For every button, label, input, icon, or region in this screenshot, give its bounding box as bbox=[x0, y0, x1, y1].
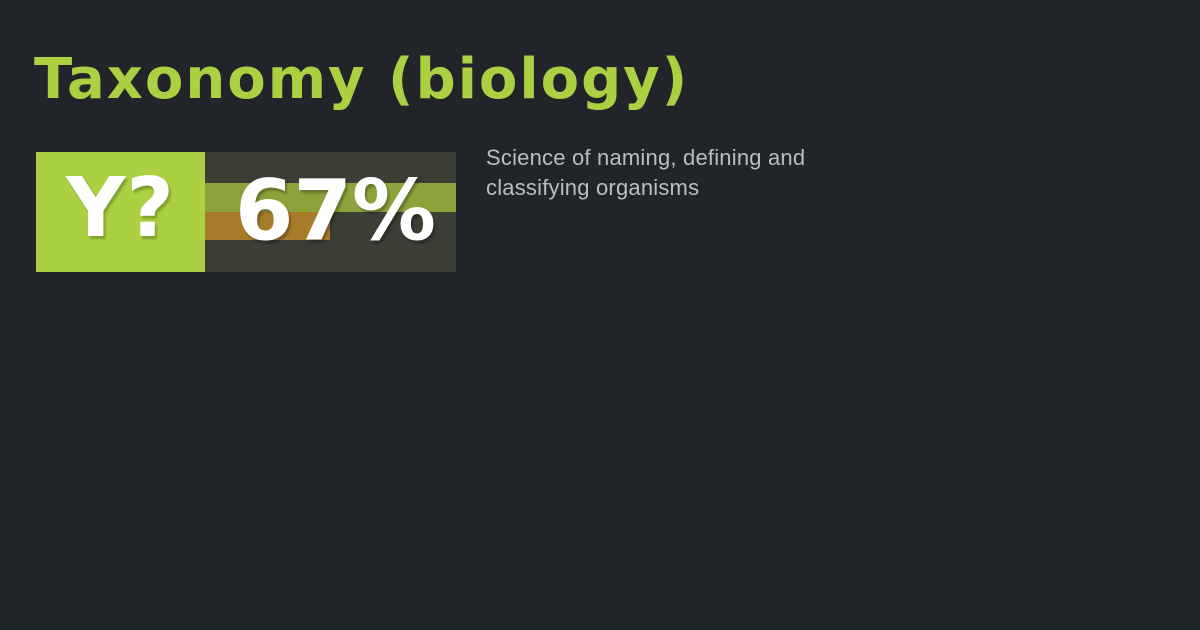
page-title: Taxonomy (biology) bbox=[34, 47, 690, 112]
stat-badge: Y? 67% bbox=[36, 152, 456, 272]
stat-bar-olive bbox=[205, 183, 456, 212]
stat-value: 67% bbox=[235, 161, 437, 260]
description-line: Science of naming, defining and bbox=[486, 145, 806, 170]
description-line: classifying organisms bbox=[486, 175, 700, 200]
description: Science of naming, defining and classify… bbox=[486, 143, 805, 203]
brand-logo-text: Y? bbox=[66, 161, 175, 256]
brand-logo: Y? bbox=[36, 152, 205, 272]
stat-bar-orange bbox=[205, 212, 330, 240]
stat-panel: 67% bbox=[205, 152, 456, 272]
